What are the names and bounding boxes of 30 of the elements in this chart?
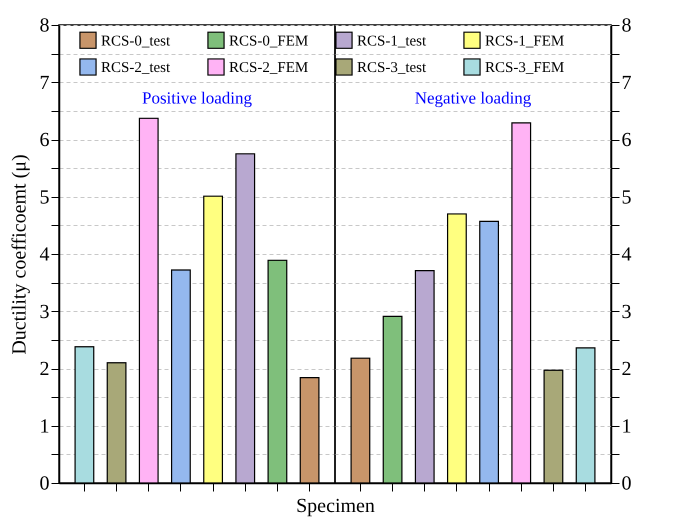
legend-label: RCS-3_FEM: [485, 60, 564, 76]
y-tick-label: 7: [40, 72, 50, 94]
y-tick-label: 1: [622, 415, 632, 438]
annotation: Positive loading: [142, 88, 253, 108]
y-tick-label: 0: [40, 472, 50, 494]
legend-label: RCS-1_test: [357, 33, 428, 50]
y-tick-label: 4: [622, 244, 632, 266]
y-tick-label: 8: [40, 14, 50, 36]
legend-label: RCS-2_FEM: [229, 60, 308, 76]
y-tick-label: 6: [622, 129, 632, 151]
y-tick-label: 3: [622, 300, 632, 323]
legend-label: RCS-0_test: [101, 33, 172, 50]
y-tick-label: 5: [40, 186, 50, 208]
legend-label: RCS-1_FEM: [485, 33, 564, 50]
y-axis-title: Ductility coefficoemt (μ): [8, 154, 30, 355]
y-tick-label: 0: [622, 472, 632, 494]
legend-label: RCS-3_test: [357, 60, 428, 76]
y-tick-label: 5: [622, 186, 632, 208]
y-tick-label: 8: [622, 14, 632, 36]
annotation: Negative loading: [414, 88, 532, 108]
x-axis-title: Specimen: [296, 495, 375, 517]
legend-label: RCS-0_FEM: [229, 33, 308, 50]
y-tick-label: 1: [40, 415, 50, 438]
y-tick-label: 2: [40, 358, 50, 380]
y-tick-label: 6: [40, 129, 50, 151]
y-tick-label: 3: [40, 300, 50, 323]
y-tick-label: 4: [40, 244, 50, 266]
y-tick-label: 2: [622, 358, 632, 380]
legend-label: RCS-2_test: [101, 60, 172, 76]
y-tick-label: 7: [622, 72, 632, 94]
